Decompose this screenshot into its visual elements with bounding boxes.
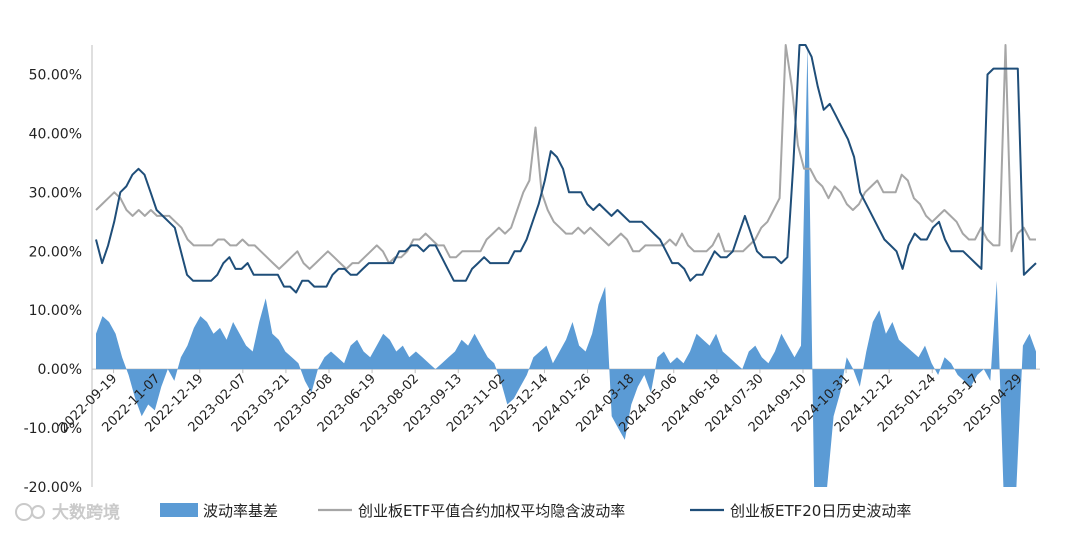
- implied-volatility-series: [95, 44, 1036, 270]
- y-tick-label: -20.00%: [24, 480, 82, 496]
- historical-volatility-series: [95, 44, 1037, 294]
- legend-swatch-basis: [160, 503, 198, 517]
- watermark-logo: 大数跨境: [15, 502, 120, 523]
- watermark-icon: [15, 503, 33, 521]
- y-tick-label: -10.00%: [24, 421, 82, 437]
- y-tick-label: 30.00%: [29, 185, 82, 201]
- y-tick-label: 50.00%: [29, 67, 82, 83]
- y-tick-label: 0.00%: [38, 362, 82, 378]
- watermark-icon-dot: [31, 505, 45, 519]
- historical-volatility-line: [95, 44, 1037, 294]
- legend: 波动率基差 创业板ETF平值合约加权平均隐含波动率 创业板ETF20日历史波动率: [160, 502, 911, 520]
- y-tick-label: 10.00%: [29, 303, 82, 319]
- implied-volatility-line: [95, 44, 1036, 270]
- legend-label-implied: 创业板ETF平值合约加权平均隐含波动率: [358, 502, 625, 520]
- legend-label-historical: 创业板ETF20日历史波动率: [730, 502, 911, 520]
- watermark-text: 大数跨境: [52, 502, 120, 523]
- legend-label-basis: 波动率基差: [203, 502, 278, 520]
- y-tick-label: 20.00%: [29, 244, 82, 260]
- y-tick-label: 40.00%: [29, 126, 82, 142]
- tick-labels: -20.00% -10.00% 0.00% 10.00% 20.00% 30.00% 40.…: [24, 67, 1026, 496]
